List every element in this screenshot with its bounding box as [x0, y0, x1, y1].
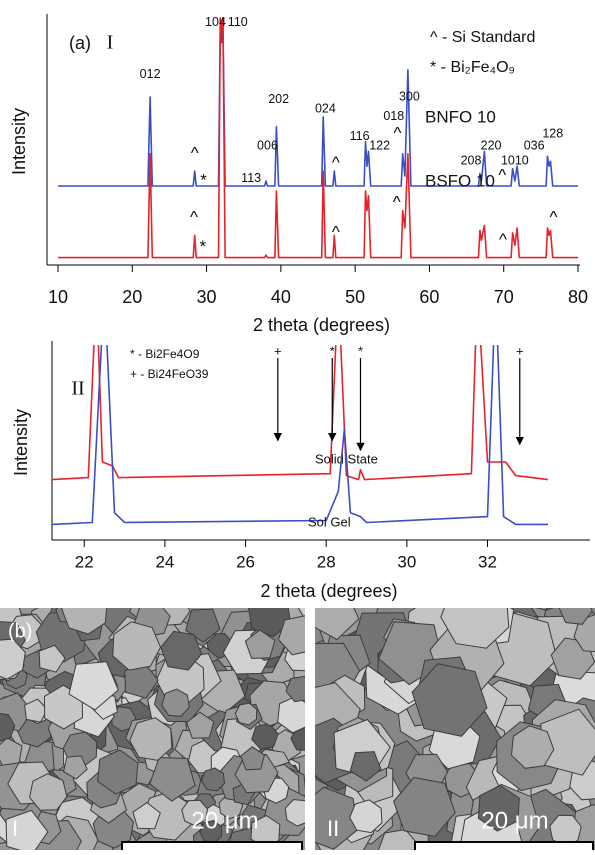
peak-label: ^	[332, 153, 340, 172]
peak-label: 113	[241, 171, 261, 185]
series-label: BNFO 10	[425, 107, 496, 126]
x-tick-label: 30	[197, 287, 217, 307]
sem-image	[0, 589, 321, 851]
x-tick-label: 28	[317, 552, 336, 571]
peak-label: 300	[399, 89, 420, 103]
y-axis-label: Intensity	[11, 409, 31, 476]
series-label: Sol Gel	[308, 514, 351, 529]
legend-text: * - Bi₂Fe₄O₉	[430, 59, 515, 76]
x-tick-label: 10	[48, 287, 68, 307]
x-tick-label: 32	[478, 552, 497, 571]
peak-label: ^	[498, 166, 506, 185]
x-tick-label: 40	[271, 287, 291, 307]
peak-label: 122	[369, 139, 390, 153]
grain	[235, 703, 256, 725]
peak-label: ^	[332, 222, 340, 241]
peak-label: 116	[350, 129, 370, 143]
scale-bar-label: 20 μm	[191, 807, 258, 834]
x-tick-label: 22	[75, 552, 94, 571]
peak-label: 220	[481, 139, 502, 153]
x-tick-label: 30	[397, 552, 416, 571]
peak-label: *	[200, 171, 207, 190]
x-axis-label: 2 theta (degrees)	[260, 581, 397, 601]
y-axis-label: Intensity	[9, 108, 29, 175]
peak-label: 012	[140, 67, 161, 81]
peak-label: 128	[542, 126, 563, 140]
image-label: I	[12, 816, 18, 841]
x-tick-label: 24	[155, 552, 174, 571]
series-label: BSFO 10	[425, 171, 495, 190]
peak-label: 208	[461, 154, 482, 168]
peak-label: ^	[393, 124, 401, 143]
x-tick-label: 60	[419, 287, 439, 307]
legend-text: + - Bi24FeO39	[130, 367, 209, 381]
peak-label: 202	[268, 92, 289, 106]
peak-label: 036	[524, 139, 545, 153]
scale-bar	[122, 842, 302, 850]
legend-text: ^ - Si Standard	[430, 29, 535, 46]
peak-label: 006	[257, 139, 278, 153]
scale-bar	[415, 842, 593, 850]
peak-label: ^	[190, 208, 198, 227]
x-tick-label: 50	[345, 287, 365, 307]
image-label: II	[327, 816, 339, 841]
peak-label: ^	[549, 208, 557, 227]
arrow-label: *	[330, 343, 335, 358]
arrow-label: +	[274, 343, 282, 358]
peak-label: ^	[191, 143, 199, 162]
peak-label: ^	[499, 230, 507, 249]
panel-label: (b)	[8, 620, 32, 642]
panel-label: (a)	[69, 33, 91, 53]
arrow-label: +	[516, 343, 524, 358]
peak-label: 104	[205, 15, 226, 29]
x-tick-label: 26	[236, 552, 255, 571]
peak-label: 024	[315, 102, 336, 116]
x-tick-label: 20	[122, 287, 142, 307]
sem-image	[289, 580, 595, 851]
x-tick-label: 80	[568, 287, 588, 307]
arrow-label: *	[358, 343, 363, 358]
peak-label: ^	[393, 193, 401, 212]
peak-label: 110	[228, 15, 248, 29]
panel-numeral: I	[107, 32, 114, 54]
panel-numeral: II	[71, 378, 84, 400]
x-axis-label: 2 theta (degrees)	[253, 315, 390, 335]
peak-label: 018	[383, 109, 404, 123]
legend-text: * - Bi2Fe4O9	[130, 347, 200, 361]
peak-label: *	[200, 237, 207, 256]
x-tick-label: 70	[494, 287, 514, 307]
scale-bar-label: 20 μm	[481, 807, 548, 834]
